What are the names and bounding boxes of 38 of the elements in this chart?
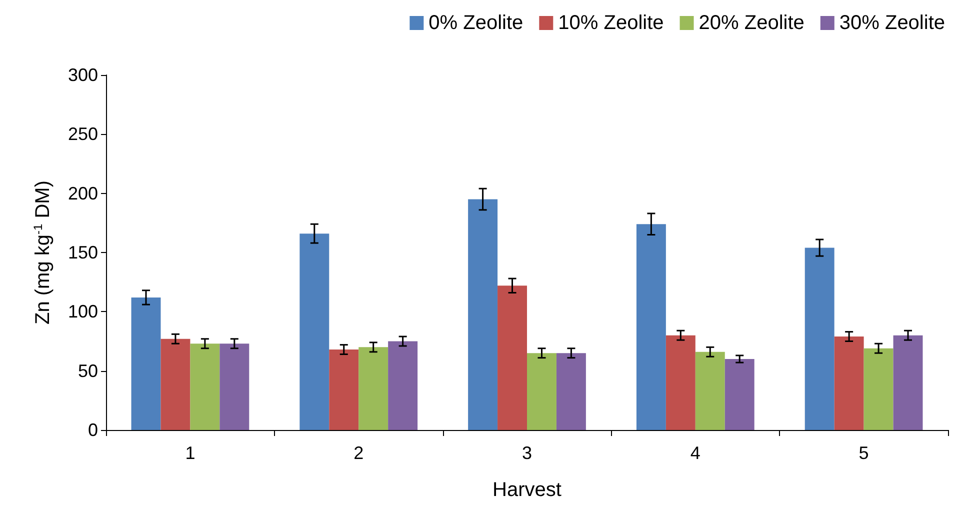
legend-label: 30% Zeolite bbox=[839, 12, 946, 34]
x-tick-label: 5 bbox=[858, 443, 869, 463]
y-tick-label: 200 bbox=[68, 183, 98, 204]
legend-label: 20% Zeolite bbox=[698, 12, 804, 34]
bar bbox=[358, 347, 388, 430]
y-tick-label: 0 bbox=[88, 420, 98, 440]
bar bbox=[666, 335, 696, 430]
bar bbox=[724, 359, 754, 430]
legend-label: 10% Zeolite bbox=[558, 12, 664, 34]
bar bbox=[804, 248, 834, 430]
x-tick-label: 2 bbox=[354, 443, 364, 463]
bar bbox=[468, 199, 498, 430]
bar bbox=[190, 344, 220, 430]
x-tick-label: 4 bbox=[690, 443, 700, 463]
bar bbox=[556, 353, 586, 430]
bar bbox=[834, 336, 864, 430]
y-tick-label: 50 bbox=[78, 360, 98, 381]
bar bbox=[498, 286, 527, 430]
x-tick-label: 3 bbox=[522, 443, 532, 463]
x-axis-title: Harvest bbox=[492, 479, 562, 501]
bar bbox=[300, 234, 330, 430]
bar bbox=[527, 353, 556, 430]
y-tick-label: 100 bbox=[68, 302, 98, 322]
bar bbox=[864, 348, 894, 430]
bar bbox=[131, 297, 161, 430]
legend-label: 0% Zeolite bbox=[428, 12, 524, 34]
y-tick-label: 250 bbox=[68, 124, 98, 144]
y-tick-label: 300 bbox=[68, 65, 98, 85]
bar bbox=[893, 335, 923, 430]
y-tick-label: 150 bbox=[68, 242, 98, 262]
bar bbox=[329, 350, 359, 430]
bar bbox=[388, 341, 418, 430]
bar bbox=[160, 338, 190, 430]
bar bbox=[695, 352, 725, 430]
y-axis-title: Zn (mg kg-1 DM) bbox=[31, 180, 54, 325]
x-tick-label: 1 bbox=[185, 443, 196, 463]
bar bbox=[636, 224, 666, 430]
bar bbox=[220, 344, 250, 430]
